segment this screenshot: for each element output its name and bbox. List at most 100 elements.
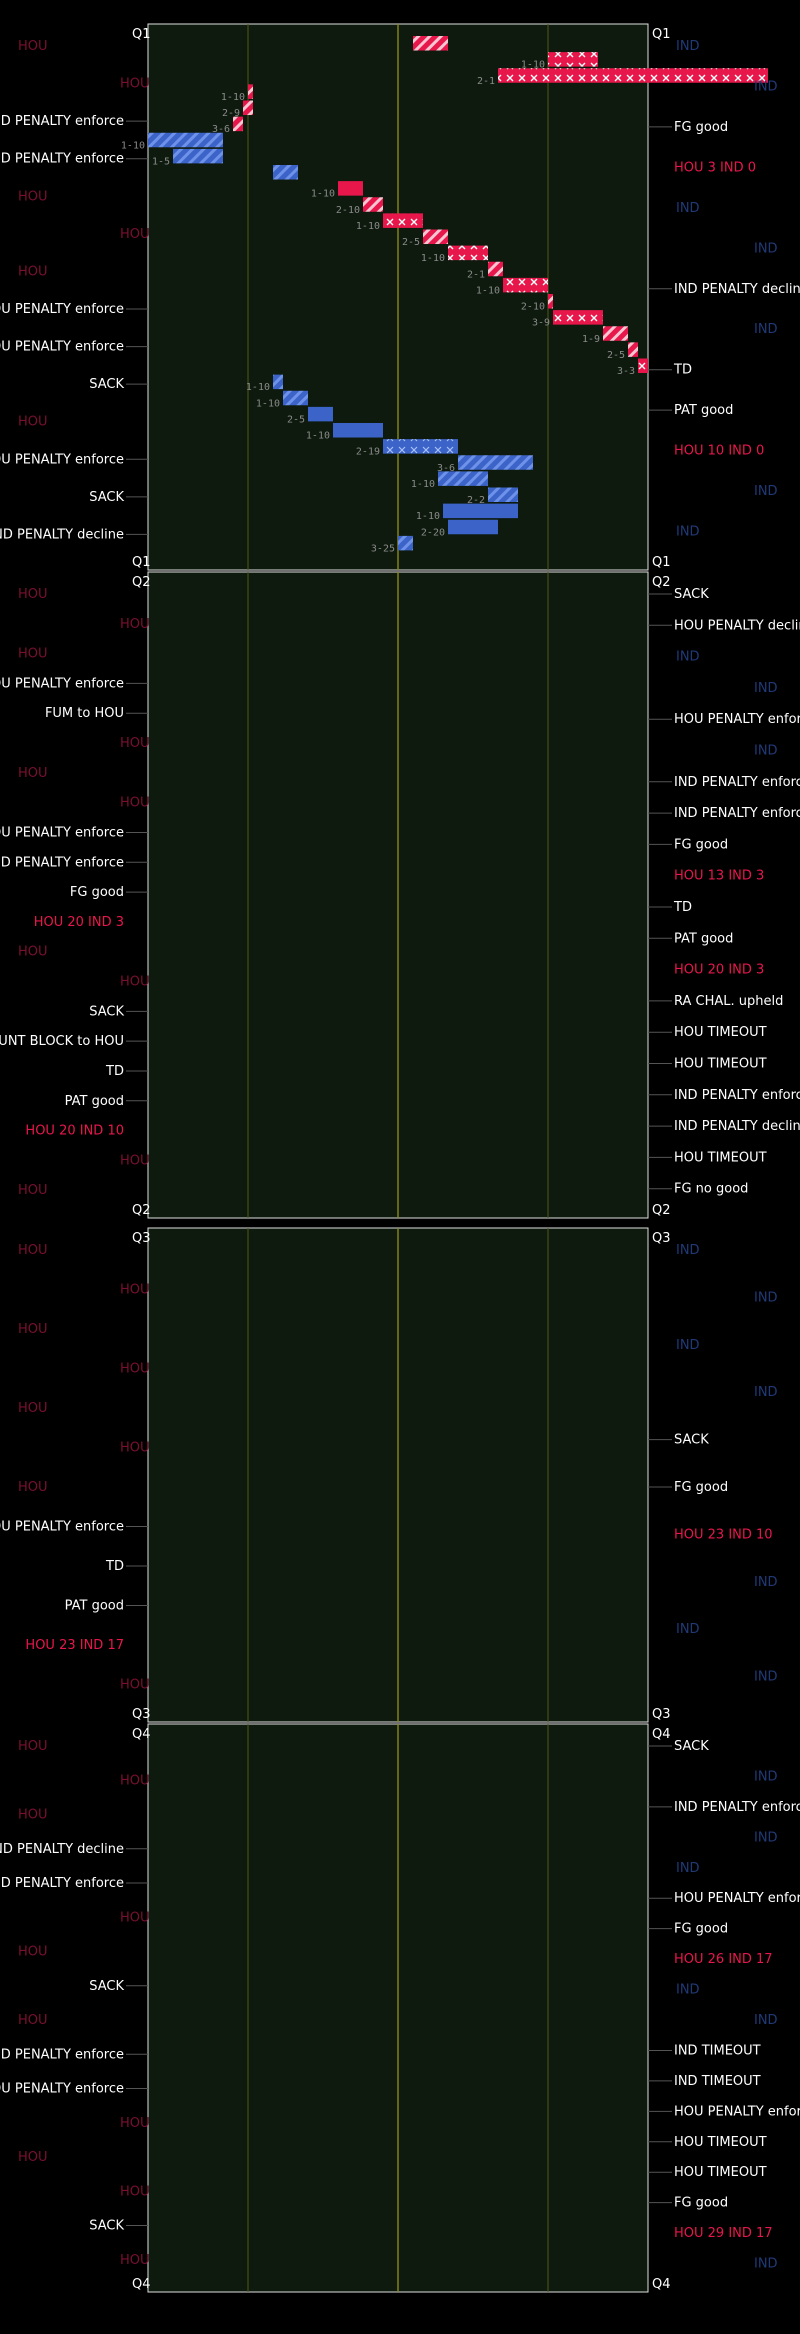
play-bar	[498, 68, 768, 83]
down-distance-label: 2-2	[467, 495, 485, 506]
event-label: SACK	[674, 1739, 709, 1754]
event-label: IND PENALTY enforce	[0, 1876, 124, 1891]
down-distance-label: 2-5	[287, 414, 305, 425]
play-bar	[448, 245, 488, 261]
score-label: HOU 23 IND 17	[25, 1638, 124, 1653]
event-label: PAT good	[674, 403, 733, 418]
play-bar	[363, 197, 383, 212]
down-distance-label: 3-9	[532, 318, 550, 329]
play-bar	[548, 294, 553, 309]
play-bar	[243, 100, 253, 116]
event-label: PUNT BLOCK to HOU	[0, 1034, 124, 1049]
team-watermark: HOU	[18, 1401, 48, 1416]
down-distance-label: 1-10	[411, 479, 435, 490]
event-label: HOU PENALTY enforce	[674, 2104, 800, 2119]
event-label: TD	[105, 1559, 124, 1574]
quarter-label: Q3	[652, 1231, 671, 1246]
team-watermark: HOU	[18, 647, 48, 662]
play-bar	[423, 229, 448, 245]
team-watermark: HOU	[18, 1739, 48, 1754]
team-watermark: HOU	[18, 1945, 48, 1960]
team-watermark: HOU	[18, 264, 48, 279]
team-watermark: IND	[754, 241, 778, 256]
event-label: IND TIMEOUT	[674, 2043, 761, 2058]
down-distance-label: 1-10	[121, 140, 145, 151]
play-bar	[283, 390, 308, 406]
event-label: HOU PENALTY enforce	[674, 1891, 800, 1906]
event-label: HOU PENALTY enforce	[0, 825, 124, 840]
event-label: HOU TIMEOUT	[674, 1025, 767, 1040]
event-label: FG good	[674, 2196, 728, 2211]
event-label: HOU PENALTY enforce	[0, 676, 124, 691]
team-watermark: IND	[754, 1290, 778, 1305]
event-label: SACK	[89, 377, 124, 392]
team-watermark: HOU	[120, 2184, 150, 2199]
quarter-label: Q2	[652, 1203, 671, 1218]
event-label: IND PENALTY enforce	[0, 2047, 124, 2062]
team-watermark: IND	[676, 1243, 700, 1258]
event-label: IND PENALTY decline	[0, 1842, 124, 1857]
team-watermark: HOU	[18, 39, 48, 54]
play-bar	[173, 148, 223, 164]
team-watermark: HOU	[120, 1441, 150, 1456]
event-label: HOU TIMEOUT	[674, 1150, 767, 1165]
event-label: PAT good	[674, 931, 733, 946]
down-distance-label: 1-10	[476, 285, 500, 296]
team-watermark: IND	[754, 681, 778, 696]
team-watermark: HOU	[18, 1322, 48, 1337]
team-watermark: HOU	[120, 1678, 150, 1693]
down-distance-label: 2-20	[421, 527, 445, 538]
event-label: IND PENALTY decline	[0, 527, 124, 542]
team-watermark: IND	[676, 525, 700, 540]
quarter-label: Q1	[132, 555, 151, 570]
team-watermark: IND	[676, 1983, 700, 1998]
play-bar	[383, 213, 423, 228]
down-distance-label: 1-10	[306, 431, 330, 442]
team-watermark: IND	[754, 1769, 778, 1784]
play-bar	[628, 342, 638, 357]
team-watermark: IND	[754, 2257, 778, 2272]
score-label: HOU 20 IND 3	[674, 963, 764, 978]
play-bar	[438, 471, 488, 486]
event-label: FG good	[674, 1922, 728, 1937]
team-watermark: HOU	[120, 2253, 150, 2268]
score-label: HOU 20 IND 10	[25, 1124, 124, 1139]
event-label: HOU PENALTY decline	[674, 618, 800, 633]
quarter-label: Q2	[132, 575, 151, 590]
event-label: HOU PENALTY enforce	[674, 712, 800, 727]
quarter-label: Q4	[132, 2277, 151, 2292]
event-label: TD	[105, 1064, 124, 1079]
play-bar	[448, 519, 498, 535]
play-bar	[148, 132, 223, 148]
down-distance-label: 1-10	[421, 253, 445, 264]
down-distance-label: 2-1	[467, 269, 485, 280]
team-watermark: IND	[676, 1861, 700, 1876]
team-watermark: IND	[754, 1670, 778, 1685]
play-bar	[308, 406, 333, 422]
play-bar	[233, 116, 243, 132]
team-watermark: IND	[754, 744, 778, 759]
play-bar	[488, 261, 503, 277]
event-label: FG good	[674, 1480, 728, 1495]
play-bar	[503, 277, 548, 293]
quarter-label: Q3	[652, 1707, 671, 1722]
play-bar	[488, 487, 518, 503]
team-watermark: HOU	[18, 189, 48, 204]
event-label: IND PENALTY enforce	[674, 1800, 800, 1815]
event-label: HOU TIMEOUT	[674, 1057, 767, 1072]
event-label: FG good	[70, 885, 124, 900]
down-distance-label: 1-10	[416, 511, 440, 522]
event-label: IND PENALTY enforce	[674, 775, 800, 790]
score-label: HOU 23 IND 10	[674, 1527, 773, 1542]
down-distance-label: 1-10	[256, 398, 280, 409]
score-label: HOU 29 IND 17	[674, 2226, 773, 2241]
down-distance-label: 2-5	[402, 237, 420, 248]
event-label: IND PENALTY enforce	[0, 855, 124, 870]
event-label: HOU TIMEOUT	[674, 2135, 767, 2150]
event-label: FG good	[674, 837, 728, 852]
down-distance-label: 3-6	[212, 124, 230, 135]
team-watermark: HOU	[18, 1243, 48, 1258]
down-distance-label: 1-9	[582, 334, 600, 345]
team-watermark: HOU	[120, 617, 150, 632]
event-label: PAT good	[65, 1599, 124, 1614]
